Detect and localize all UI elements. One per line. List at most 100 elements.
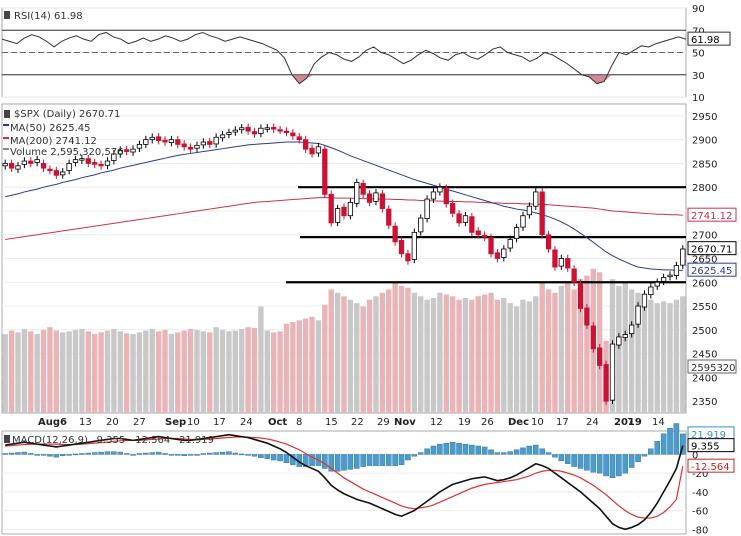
candle-body — [418, 217, 424, 233]
macd-histogram-bar — [123, 453, 130, 455]
volume-bar — [667, 303, 673, 413]
volume-bar — [405, 287, 411, 413]
candle-body — [673, 265, 680, 277]
volume-bar — [635, 292, 641, 413]
volume-bar — [123, 333, 130, 413]
macd-value-tag-label: 21.919 — [691, 430, 726, 441]
volume-bar — [283, 323, 290, 413]
macd-histogram-bar — [475, 445, 481, 455]
candle-body — [366, 193, 373, 203]
price-tick-label: 2350 — [692, 397, 717, 408]
candle-body — [443, 187, 449, 205]
macd-histogram-bar — [354, 454, 360, 469]
x-axis-label: 14 — [652, 417, 665, 428]
macd-legend-entry: -12.564 — [132, 435, 171, 446]
x-axis-label: 27 — [133, 417, 146, 428]
x-axis-label: 29 — [377, 417, 390, 428]
volume-bar — [622, 282, 628, 413]
macd-icon — [4, 435, 10, 443]
macd-value-tag-label: -12.564 — [691, 462, 730, 473]
volume-bar — [155, 331, 162, 413]
candle-body — [360, 182, 366, 195]
macd-histogram-bar — [277, 454, 283, 462]
macd-histogram-bar — [194, 454, 200, 456]
candle-body — [577, 282, 584, 309]
volume-bar — [239, 328, 245, 413]
volume-bar — [449, 296, 456, 413]
volume-bar — [232, 330, 239, 413]
macd-tick-label: -40 — [692, 488, 708, 499]
macd-histogram-bar — [648, 448, 654, 455]
macd-histogram-bar — [328, 454, 334, 472]
macd-histogram-bar — [40, 454, 47, 456]
macd-histogram-bar — [462, 443, 469, 455]
candle-body — [232, 129, 238, 133]
candle-body — [648, 286, 654, 296]
x-axis-label: 2019 — [614, 417, 642, 428]
macd-histogram-bar — [226, 451, 232, 455]
volume-bar — [520, 299, 526, 413]
rsi-value-tag-label: 61.98 — [691, 35, 720, 46]
candle-body — [597, 347, 603, 366]
volume-bar — [34, 334, 40, 413]
candle-body — [654, 281, 660, 287]
rsi-line — [1, 31, 687, 85]
candle-body — [322, 148, 328, 195]
candle-body — [680, 248, 686, 266]
macd-histogram-bar — [405, 454, 411, 461]
volume-bar — [654, 303, 660, 413]
macd-histogram-bar — [577, 454, 584, 469]
price-tick-label: 2650 — [692, 255, 717, 266]
macd-histogram-bar — [149, 452, 155, 455]
volume-bar — [373, 296, 379, 413]
x-axis-label: 15 — [325, 417, 338, 428]
x-axis-label: Nov — [394, 417, 416, 428]
macd-histogram-bar — [136, 453, 143, 455]
rsi-tick-label: 10 — [692, 93, 705, 104]
price-legend-entry: MA(50) 2625.45 — [10, 123, 91, 134]
rsi-tick-label: 50 — [692, 49, 705, 60]
candle-body — [40, 163, 47, 169]
volume-bar — [328, 289, 334, 413]
macd-histogram-bar — [564, 454, 571, 464]
macd-tick-label: -20 — [692, 469, 708, 480]
candle-body — [258, 127, 264, 134]
volume-bar — [584, 275, 590, 413]
macd-histogram-bar — [501, 452, 507, 455]
volume-bar — [149, 328, 155, 413]
candle-body — [660, 277, 667, 282]
candle-body — [200, 141, 207, 146]
macd-histogram-bar — [571, 454, 577, 467]
macd-histogram-bar — [654, 441, 660, 455]
volume-bar — [213, 327, 219, 413]
candle-body — [641, 293, 648, 308]
volume-bar — [398, 285, 405, 413]
volume-bar — [411, 292, 418, 413]
macd-histogram-bar — [385, 454, 392, 466]
volume-bar — [28, 331, 34, 413]
volume-bar — [660, 301, 667, 413]
candle-body — [609, 343, 616, 401]
candle-body — [207, 141, 213, 145]
volume-bar — [437, 292, 443, 413]
macd-histogram-bar — [213, 452, 219, 455]
volume-bar — [469, 299, 475, 413]
candle-body — [545, 234, 552, 250]
macd-legend-entry: 9.355 — [97, 435, 126, 446]
macd-histogram-bar — [660, 433, 667, 455]
price-tick-label: 2800 — [692, 183, 717, 194]
macd-histogram-bar — [85, 452, 92, 455]
candle-body — [104, 160, 111, 166]
price-legend-swatch — [3, 124, 9, 126]
candle-body — [373, 192, 379, 202]
candle-body — [226, 132, 232, 135]
candle-body — [124, 149, 130, 152]
candle-body — [239, 127, 245, 131]
candle-body — [667, 274, 673, 278]
macd-histogram-bar — [98, 451, 104, 455]
macd-histogram-bar — [187, 454, 194, 456]
rsi-tick-label: 90 — [692, 4, 705, 15]
x-axis-label: 12 — [430, 417, 443, 428]
macd-histogram-bar — [609, 454, 616, 479]
